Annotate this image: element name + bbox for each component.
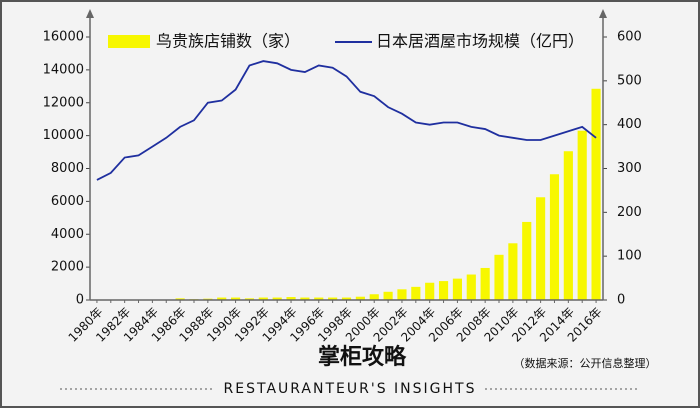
bar bbox=[258, 297, 268, 300]
bar bbox=[549, 174, 560, 300]
bar bbox=[217, 297, 227, 300]
y2-tick-label: 100 bbox=[617, 249, 642, 264]
bar bbox=[563, 151, 573, 300]
axis-arrow bbox=[86, 9, 94, 18]
brand: 掌柜攻略 bbox=[318, 344, 407, 370]
y-tick-label: 2000 bbox=[51, 260, 84, 275]
bar bbox=[536, 197, 546, 300]
y-tick-label: 8000 bbox=[51, 161, 84, 176]
bar bbox=[175, 298, 185, 300]
bar bbox=[577, 130, 587, 300]
y-tick-label: 0 bbox=[76, 293, 84, 308]
bar bbox=[522, 221, 532, 300]
y-tick-label: 12000 bbox=[43, 95, 84, 110]
bar bbox=[231, 297, 241, 300]
bar bbox=[397, 289, 407, 300]
legend-label: 鸟贵族店铺数（家） bbox=[156, 32, 300, 51]
line bbox=[96, 60, 597, 181]
y2-tick-label: 200 bbox=[617, 205, 642, 220]
bar bbox=[494, 254, 504, 300]
bar bbox=[314, 297, 324, 300]
y2-tick-label: 400 bbox=[617, 117, 642, 132]
y2-tick-label: 600 bbox=[617, 30, 642, 45]
bar bbox=[480, 267, 490, 300]
y2-tick-label: 500 bbox=[617, 73, 642, 88]
bar bbox=[355, 296, 365, 300]
footer: RESTAURANTEUR'S INSIGHTS bbox=[224, 381, 477, 397]
bar bbox=[411, 286, 421, 300]
bar bbox=[508, 243, 518, 300]
bar bbox=[300, 297, 310, 300]
bar bbox=[272, 297, 282, 300]
bar bbox=[452, 278, 462, 300]
bar bbox=[383, 291, 393, 300]
y2-tick-label: 300 bbox=[617, 161, 642, 176]
bar bbox=[591, 88, 601, 300]
legend-swatch bbox=[108, 35, 150, 48]
y-tick-label: 14000 bbox=[43, 62, 84, 77]
bar bbox=[244, 298, 255, 300]
bar bbox=[341, 297, 352, 300]
y-tick-label: 4000 bbox=[51, 227, 84, 242]
bar bbox=[369, 294, 379, 300]
axis-arrow bbox=[599, 9, 607, 18]
bar bbox=[438, 281, 449, 300]
bar bbox=[328, 297, 338, 300]
legend-label: 日本居酒屋市场规模（亿円） bbox=[376, 32, 584, 51]
y2-tick-label: 0 bbox=[617, 293, 625, 308]
y-tick-label: 16000 bbox=[43, 30, 84, 45]
y-tick-label: 6000 bbox=[51, 194, 84, 209]
y-tick-label: 10000 bbox=[43, 128, 84, 143]
source: （数据来源：公开信息整理） bbox=[514, 356, 657, 370]
bar bbox=[425, 282, 435, 300]
bar bbox=[286, 297, 296, 300]
bar bbox=[466, 274, 476, 300]
